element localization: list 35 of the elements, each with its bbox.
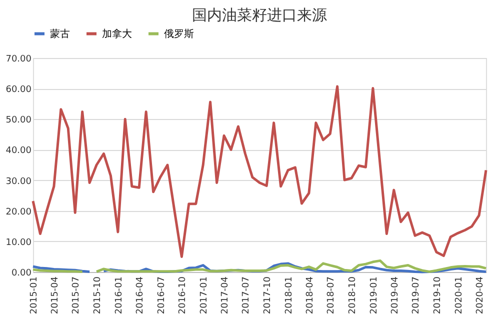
x-tick-label: 2016-07 — [156, 276, 167, 314]
x-tick-label: 2019-10 — [432, 276, 443, 314]
x-tick-label: 2019-04 — [390, 276, 400, 314]
y-tick-label: 50.00 — [6, 116, 32, 126]
x-tick-label: 2019-07 — [412, 276, 422, 314]
x-tick-label: 2015-07 — [72, 276, 82, 314]
x-tick-label: 2020-04 — [476, 276, 486, 314]
x-tick-label: 2018-04 — [305, 276, 316, 314]
line-series — [32, 85, 488, 258]
x-tick-label: 2015-10 — [93, 276, 104, 314]
x-tick-label: 2015-04 — [50, 276, 60, 314]
chart-title: 国内油菜籽进口来源 — [192, 6, 327, 24]
x-tick-label: 2017-07 — [242, 276, 252, 314]
y-tick-label: 30.00 — [6, 176, 32, 187]
y-tick-label: 70.00 — [6, 54, 32, 64]
x-tick-label: 2018-10 — [348, 276, 358, 314]
x-tick-label: 2015-01 — [30, 276, 40, 314]
y-tick-label: 10.00 — [6, 238, 32, 248]
y-tick-label: 0.00 — [11, 268, 32, 278]
legend-label: 蒙古 — [50, 28, 70, 40]
x-tick-label: 2017-01 — [200, 276, 210, 314]
x-tick-label: 2019-01 — [369, 276, 380, 314]
legend-label: 加拿大 — [102, 28, 132, 40]
legend-label: 俄罗斯 — [164, 28, 194, 40]
x-tick-label: 2020-01 — [454, 276, 464, 314]
x-tick-label: 2017-04 — [220, 276, 231, 314]
x-tick-label: 2018-01 — [284, 276, 294, 314]
y-tick-label: 40.00 — [6, 146, 32, 156]
x-tick-label: 2016-01 — [114, 276, 124, 314]
y-tick-label: 60.00 — [6, 85, 32, 96]
x-tick-label: 2017-10 — [263, 276, 274, 314]
x-tick-label: 2016-10 — [178, 276, 188, 314]
y-tick-label: 20.00 — [6, 207, 32, 218]
x-tick-label: 2018-07 — [326, 276, 337, 314]
x-tick-label: 2016-04 — [136, 276, 146, 314]
